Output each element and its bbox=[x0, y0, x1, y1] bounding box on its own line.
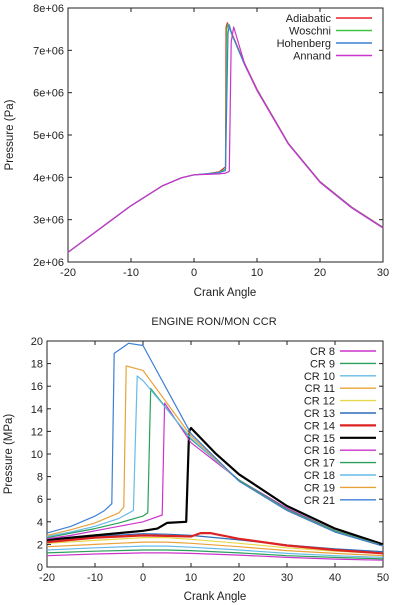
series-line-cr-16 bbox=[46, 402, 384, 547]
x-tick-label: 40 bbox=[329, 572, 341, 584]
series-line-cr-15 bbox=[46, 426, 384, 546]
series-line-cr-12 bbox=[46, 536, 384, 554]
x-tick-label: -10 bbox=[123, 267, 139, 279]
series-line-cr-17 bbox=[46, 387, 384, 547]
legend-label: CR 21 bbox=[304, 495, 335, 507]
legend-label: CR 10 bbox=[304, 371, 335, 383]
x-tick-label: 10 bbox=[251, 267, 263, 279]
series-line-cr-14 bbox=[46, 531, 384, 555]
y-tick-label: 8e+06 bbox=[33, 3, 64, 15]
legend-label: CR 15 bbox=[304, 433, 335, 445]
y-axis-label: Pressure (Pa) bbox=[4, 99, 16, 170]
legend-label: CR 19 bbox=[304, 482, 335, 494]
legend-label: CR 17 bbox=[304, 458, 335, 470]
x-tick-label: 20 bbox=[233, 572, 245, 584]
x-tick-label: 10 bbox=[185, 572, 197, 584]
legend-label: CR 16 bbox=[304, 445, 335, 457]
y-tick-label: 4e+06 bbox=[33, 172, 64, 184]
legend-label: Annand bbox=[293, 51, 331, 63]
legend-label: CR 8 bbox=[310, 346, 335, 358]
series-line-cr-21 bbox=[46, 342, 384, 547]
y-tick-label: 6e+06 bbox=[33, 88, 64, 100]
y-tick-label: 14 bbox=[31, 404, 43, 416]
y-tick-label: 2e+06 bbox=[33, 257, 64, 269]
x-tick-label: 30 bbox=[377, 267, 389, 279]
x-tick-label: 0 bbox=[140, 572, 146, 584]
legend-label: CR 12 bbox=[304, 396, 335, 408]
series-line-annand bbox=[67, 26, 384, 253]
y-tick-label: 18 bbox=[31, 359, 43, 371]
x-tick-label: -10 bbox=[87, 572, 103, 584]
y-tick-label: 8 bbox=[37, 472, 43, 484]
x-axis-label: Crank Angle bbox=[194, 287, 257, 299]
y-tick-label: 6 bbox=[37, 494, 43, 506]
x-axis-label: Crank Angle bbox=[184, 591, 247, 603]
y-tick-label: 10 bbox=[31, 449, 43, 461]
legend-label: CR 11 bbox=[305, 383, 335, 395]
legend-label: CR 9 bbox=[310, 358, 335, 370]
x-tick-label: -20 bbox=[60, 267, 76, 279]
legend-label: Woschni bbox=[289, 26, 331, 38]
series-line-cr-10 bbox=[46, 545, 384, 558]
y-tick-label: 0 bbox=[37, 562, 43, 574]
y-tick-label: 16 bbox=[31, 381, 43, 393]
legend-label: CR 14 bbox=[304, 420, 335, 432]
legend-label: CR 13 bbox=[304, 408, 335, 420]
y-tick-label: 5e+06 bbox=[33, 130, 64, 142]
x-tick-label: 50 bbox=[377, 572, 389, 584]
y-tick-label: 20 bbox=[31, 336, 43, 348]
legend-label: Adiabatic bbox=[286, 13, 332, 25]
y-tick-label: 2 bbox=[37, 539, 43, 551]
legend-label: Hohenberg bbox=[277, 38, 331, 50]
y-tick-label: 3e+06 bbox=[33, 215, 64, 227]
chart-engine-ron-mon-ccr: ENGINE RON/MON CCR -20 -10 0 10 20 30 40 50 0 2 4 6… bbox=[3, 316, 389, 603]
x-tick-label: -20 bbox=[39, 572, 55, 584]
x-tick-label: 20 bbox=[314, 267, 326, 279]
y-axis-label: Pressure (MPa) bbox=[3, 414, 15, 495]
legend-label: CR 18 bbox=[304, 470, 335, 482]
series-line-cr-11 bbox=[46, 541, 384, 557]
x-tick-label: 0 bbox=[191, 267, 197, 279]
x-tick-label: 30 bbox=[281, 572, 293, 584]
series-line-cr-9 bbox=[46, 549, 384, 560]
chart-title: ENGINE RON/MON CCR bbox=[151, 316, 276, 328]
y-tick-label: 4 bbox=[37, 517, 43, 529]
series-line-cr-8 bbox=[46, 552, 384, 561]
y-tick-label: 7e+06 bbox=[33, 45, 64, 57]
y-tick-label: 12 bbox=[31, 426, 43, 438]
chart-pressure-pa: -20 -10 0 10 20 30 2e+06 3e+06 4e+06 5e+06 6e+06 7e… bbox=[4, 3, 389, 299]
